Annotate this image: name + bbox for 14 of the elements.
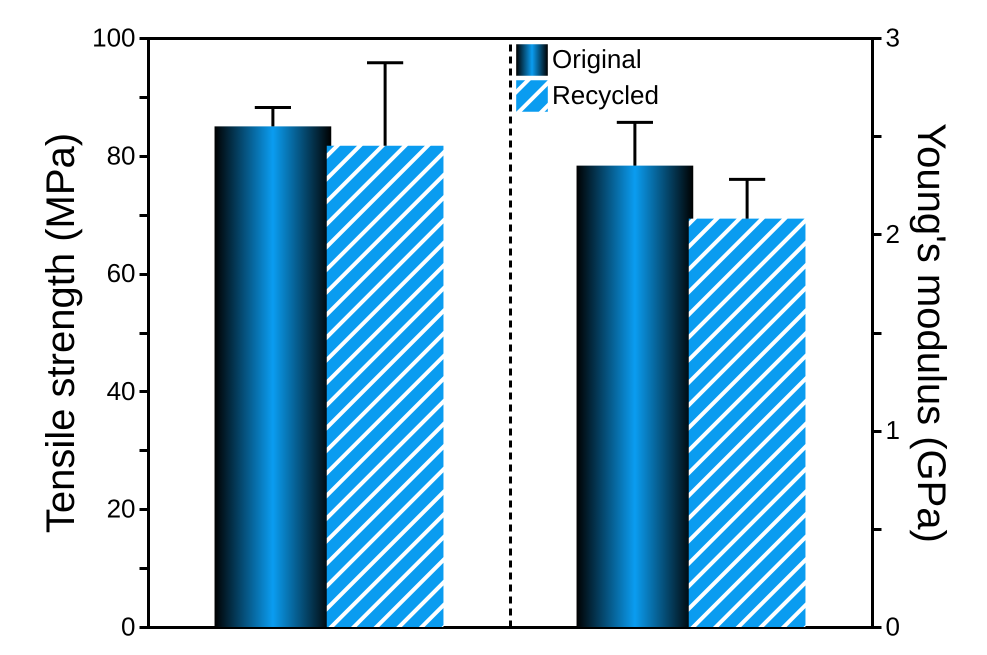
- y2-tick-label: 0: [886, 612, 900, 642]
- y-tick-label: 80: [106, 140, 136, 170]
- y2-axis-title: Young's modulus (GPa): [908, 123, 953, 543]
- y-tick-label: 40: [106, 376, 136, 406]
- legend-label: Original: [552, 44, 642, 74]
- y-axis-title: Tensile strength (MPa): [39, 132, 84, 534]
- y-tick-label: 20: [106, 494, 136, 524]
- y-tick-label: 100: [92, 22, 136, 52]
- y2-tick-label: 2: [886, 218, 900, 249]
- legend-label: Recycled: [552, 80, 659, 110]
- y2-tick-label: 3: [886, 22, 900, 52]
- y-tick-label: 0: [121, 612, 136, 642]
- y2-tick-label: 1: [886, 415, 900, 446]
- y-tick-label: 60: [106, 258, 136, 288]
